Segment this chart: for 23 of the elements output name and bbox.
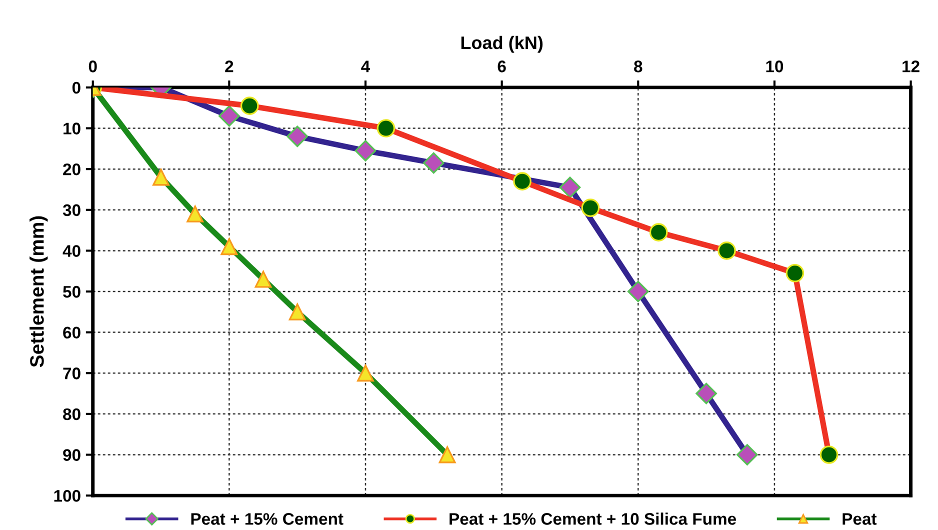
y-tick-label: 20 [63, 163, 80, 176]
legend-label: Peat + 15% Cement + 10 Silica Fume [450, 512, 736, 525]
x-tick-label: 6 [498, 60, 506, 72]
y-tick-label: 40 [62, 245, 80, 257]
y-tick-label: 30 [62, 204, 80, 216]
x-tick-label: 12 [902, 60, 920, 72]
y-tick-label: 70 [63, 368, 80, 380]
x-tick-label: 2 [225, 60, 234, 72]
y-tick-label: 60 [63, 326, 80, 339]
legend-label: Peat [842, 513, 877, 525]
y-axis-title: Settlement (mm) [30, 216, 48, 368]
y-tick-label: 0 [72, 82, 80, 94]
y-tick-label: 80 [63, 408, 80, 420]
x-tick-label: 8 [634, 60, 642, 72]
x-tick-label: 4 [361, 60, 370, 72]
legend-label: Peat + 15% Cement [191, 513, 344, 525]
y-tick-label: 10 [64, 122, 80, 134]
x-axis-title: Load (kN) [461, 36, 543, 53]
y-tick-label: 90 [63, 449, 80, 461]
x-tick-label: 10 [766, 60, 784, 72]
y-tick-label: 100 [54, 490, 80, 502]
y-tick-label: 50 [63, 286, 80, 298]
x-tick-label: 0 [88, 60, 97, 72]
